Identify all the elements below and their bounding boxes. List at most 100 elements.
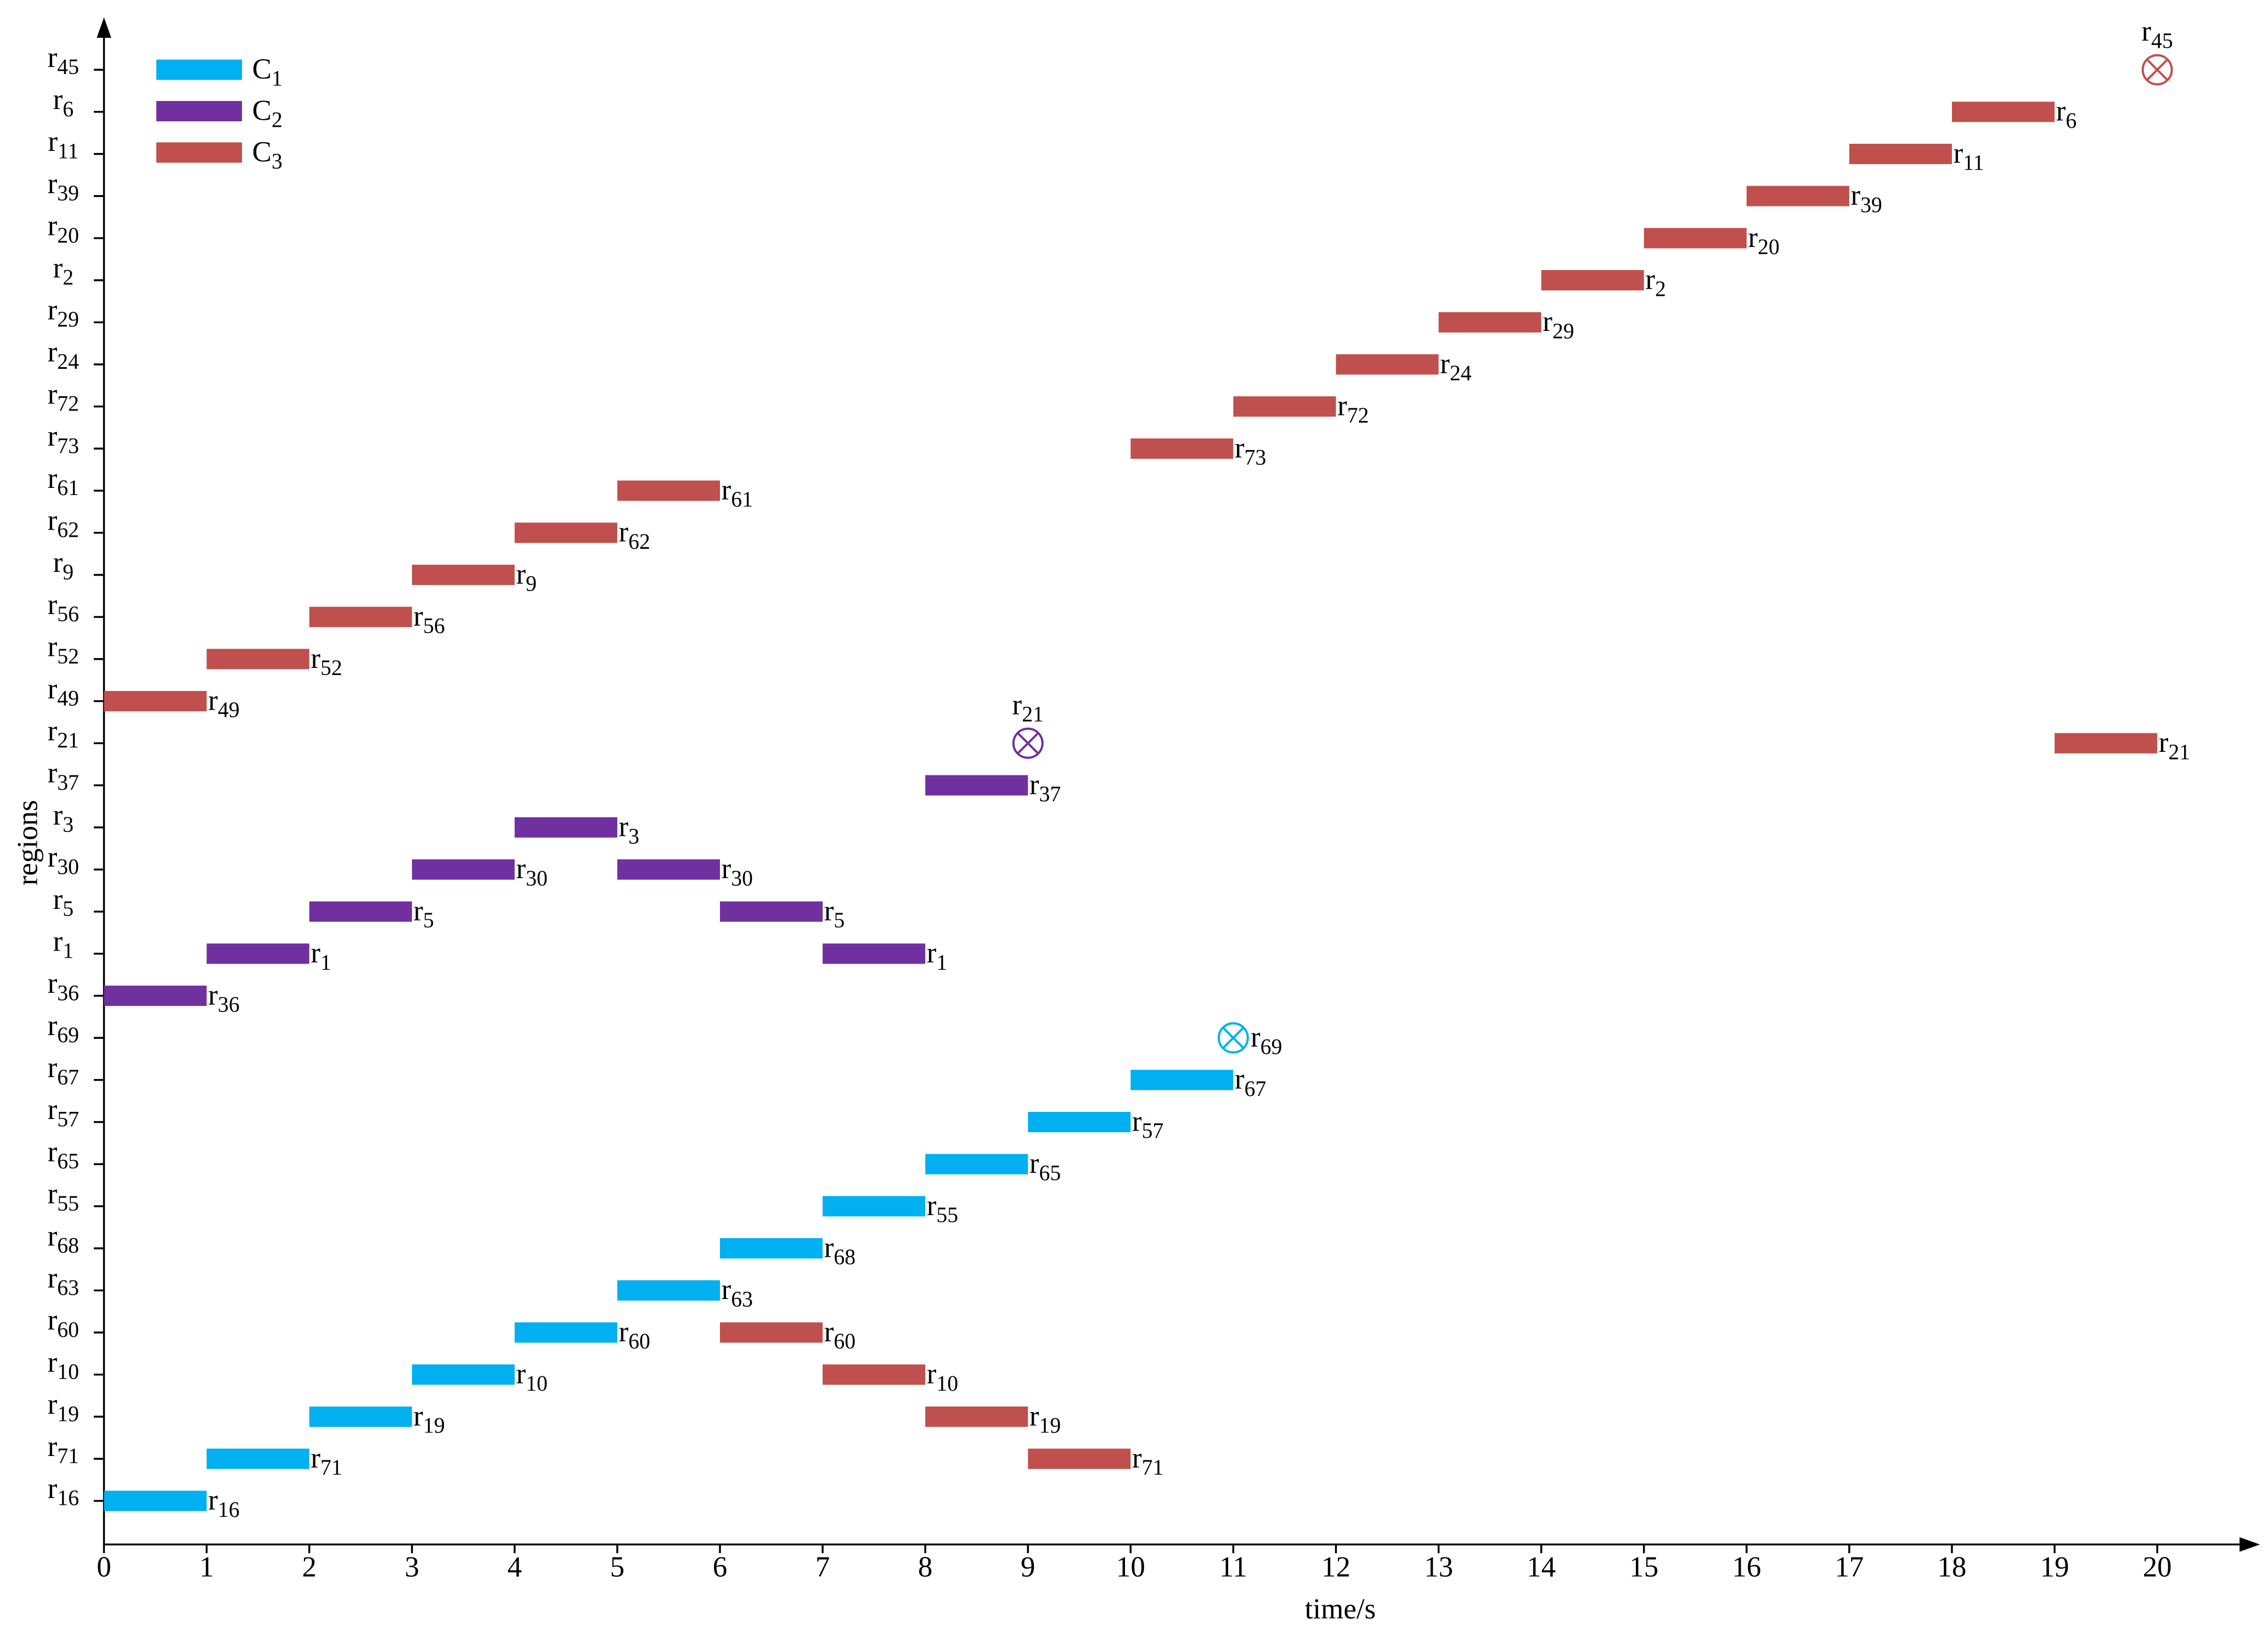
x-tick-label: 19 (2040, 1551, 2069, 1583)
task-bar (823, 1364, 926, 1385)
task-bar (104, 985, 207, 1006)
y-axis-label: regions (12, 800, 44, 886)
task-label: r52 (311, 643, 342, 680)
task-bar (925, 1154, 1028, 1174)
task-label: r65 (1029, 1148, 1061, 1185)
task-label: r6 (2056, 95, 2077, 133)
task-label: r29 (1543, 306, 1574, 343)
task-bar (925, 775, 1028, 796)
task-bar (1644, 228, 1747, 249)
task-label: r37 (1029, 769, 1061, 806)
failure-label: r21 (1012, 689, 1044, 726)
task-label: r19 (413, 1400, 444, 1437)
task-bar (617, 859, 720, 880)
task-bar (1541, 270, 1644, 291)
task-label: r49 (208, 684, 239, 722)
y-tick-label: r72 (48, 378, 79, 415)
y-tick-label: r61 (48, 463, 79, 500)
y-tick-label: r10 (48, 1346, 79, 1384)
task-label: r39 (1851, 179, 1882, 217)
y-tick-label: r20 (48, 210, 79, 248)
x-tick-label: 16 (1732, 1551, 1761, 1583)
task-bar (412, 564, 515, 586)
task-bar (514, 817, 617, 838)
task-bar (1336, 354, 1439, 375)
x-tick-label: 2 (302, 1551, 316, 1583)
task-label: r60 (619, 1316, 650, 1353)
task-label: r30 (722, 853, 753, 890)
y-tick-label: r56 (48, 589, 79, 626)
x-tick-label: 20 (2143, 1551, 2172, 1583)
y-tick-label: r16 (48, 1472, 79, 1510)
x-tick-label: 1 (199, 1551, 213, 1583)
legend-swatch (156, 59, 242, 80)
task-bar (104, 1491, 207, 1511)
y-tick-label: r24 (48, 336, 79, 374)
task-bar (1952, 102, 2055, 122)
task-label: r73 (1235, 432, 1266, 469)
x-tick-label: 7 (815, 1551, 830, 1583)
task-label: r10 (516, 1358, 547, 1396)
task-bar (719, 1238, 823, 1259)
task-label: r2 (1645, 263, 1666, 301)
task-label: r11 (1954, 137, 1984, 175)
y-tick-label: r45 (48, 42, 79, 79)
task-bar (823, 1196, 926, 1217)
task-bar (309, 606, 412, 627)
failure-marker (1012, 727, 1044, 759)
x-axis-arrow (2239, 1537, 2260, 1552)
task-bar (104, 691, 207, 712)
task-bar (2055, 733, 2158, 754)
x-tick-label: 4 (508, 1551, 522, 1583)
task-label: r19 (1029, 1400, 1061, 1437)
task-bar (1130, 438, 1234, 459)
task-bar (514, 1322, 617, 1343)
y-tick-label: r36 (48, 968, 79, 1005)
task-bar (1849, 143, 1952, 165)
task-bar (823, 943, 926, 964)
x-tick-label: 10 (1116, 1551, 1145, 1583)
y-tick-label: r60 (48, 1305, 79, 1342)
task-label: r60 (824, 1316, 856, 1353)
task-label: r10 (927, 1358, 958, 1396)
y-tick-label: r29 (48, 294, 79, 331)
x-tick-label: 12 (1321, 1551, 1350, 1583)
task-label: r24 (1440, 348, 1471, 385)
task-bar (309, 1406, 412, 1427)
legend-label: C2 (252, 94, 283, 132)
task-label: r72 (1337, 390, 1369, 428)
y-tick-label: r62 (48, 504, 79, 542)
x-tick-label: 15 (1629, 1551, 1658, 1583)
y-tick-label: r49 (48, 673, 79, 710)
task-label: r30 (516, 853, 547, 890)
task-bar (206, 1448, 309, 1469)
task-bar (617, 1280, 720, 1301)
task-bar (206, 943, 309, 964)
y-tick-label: r65 (48, 1136, 79, 1173)
y-tick-label: r6 (53, 84, 74, 121)
task-label: r56 (413, 600, 444, 638)
y-axis-arrow (97, 17, 111, 38)
task-label: r63 (722, 1274, 753, 1311)
legend-swatch (156, 142, 242, 163)
y-tick-label: r19 (48, 1388, 79, 1426)
task-label: r71 (311, 1442, 342, 1480)
task-label: r55 (927, 1190, 958, 1227)
y-tick-label: r55 (48, 1178, 79, 1216)
task-label: r36 (208, 979, 239, 1016)
x-tick-label: 11 (1219, 1551, 1247, 1583)
y-tick-label: r68 (48, 1220, 79, 1257)
y-tick-label: r1 (53, 925, 74, 963)
task-bar (719, 901, 823, 922)
failure-marker (2141, 54, 2173, 86)
x-tick-label: 9 (1021, 1551, 1035, 1583)
y-tick-label: r5 (53, 884, 74, 921)
x-tick-label: 14 (1527, 1551, 1556, 1583)
failure-label: r45 (2141, 15, 2173, 53)
y-tick-label: r73 (48, 420, 79, 458)
task-bar (1438, 312, 1541, 333)
y-tick-label: r21 (48, 715, 79, 752)
task-label: r5 (824, 895, 845, 932)
x-tick-label: 13 (1424, 1551, 1453, 1583)
